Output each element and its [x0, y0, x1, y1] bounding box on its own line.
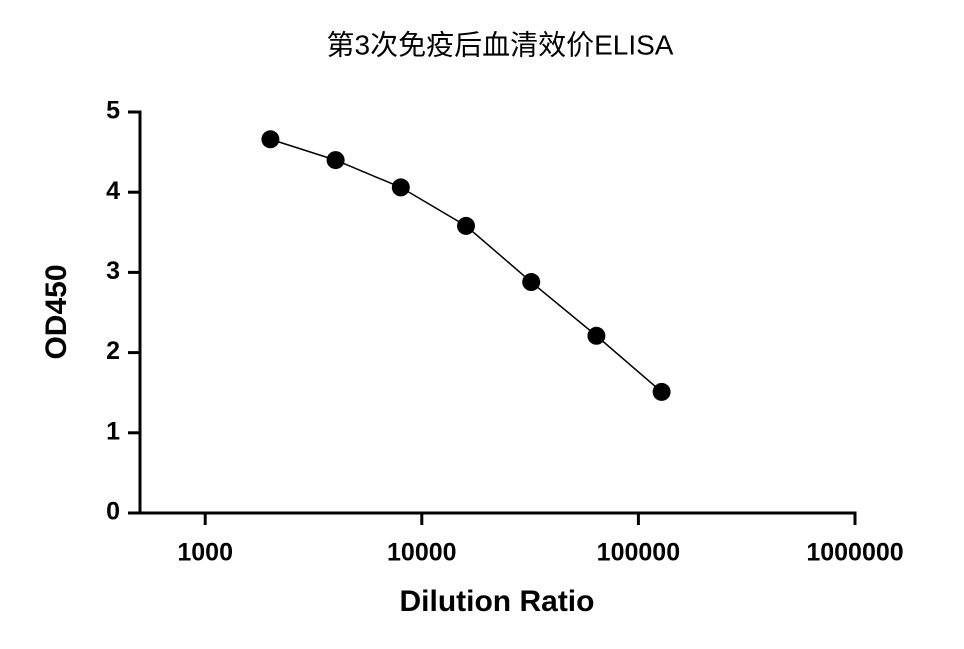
data-point — [587, 326, 606, 345]
data-point — [522, 273, 541, 292]
x-tick-label: 100000 — [597, 539, 680, 567]
chart-title: 第3次免疫后血清效价ELISA — [327, 29, 674, 60]
y-tick-label: 4 — [106, 177, 120, 205]
y-tick-label: 5 — [106, 97, 120, 125]
x-tick-label: 1000000 — [806, 539, 903, 567]
y-tick-label: 2 — [106, 337, 120, 365]
x-tick-label: 10000 — [387, 539, 457, 567]
x-tick-label: 1000 — [177, 539, 233, 567]
x-axis-title: Dilution Ratio — [400, 585, 595, 618]
data-point — [391, 178, 410, 197]
data-point — [261, 130, 280, 149]
data-point — [457, 216, 476, 235]
y-tick-label: 1 — [106, 417, 120, 445]
data-point — [326, 151, 345, 170]
y-tick-label: 3 — [106, 257, 120, 285]
data-point — [652, 382, 671, 401]
y-tick-label: 0 — [106, 498, 120, 526]
y-axis-title: OD450 — [40, 264, 73, 359]
data-line — [270, 138, 663, 393]
